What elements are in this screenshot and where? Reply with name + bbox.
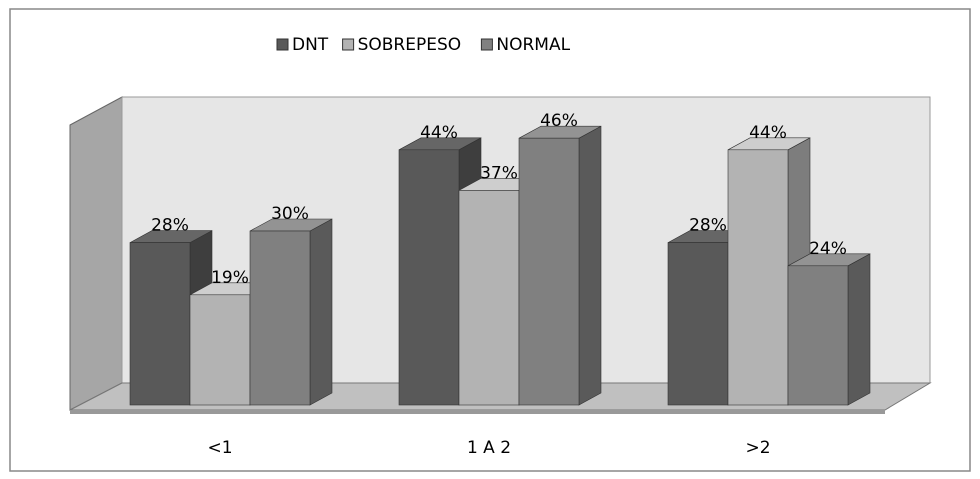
legend-swatch: [342, 38, 355, 51]
bar-side: [309, 218, 333, 406]
data-label: 46%: [540, 111, 578, 131]
data-label: 37%: [480, 163, 518, 183]
legend-label: SOBREPESO: [358, 35, 462, 55]
bar: [727, 149, 789, 406]
bar: [398, 149, 460, 406]
floor-edge: [70, 410, 885, 414]
data-label: 24%: [809, 239, 847, 259]
data-label: 44%: [420, 123, 458, 143]
bar: [249, 230, 311, 406]
bar-side: [847, 253, 871, 406]
x-tick-label: >2: [745, 438, 770, 458]
data-label: 44%: [749, 123, 787, 143]
bar: [189, 294, 251, 406]
data-label: 28%: [151, 216, 189, 236]
bar: [667, 242, 729, 406]
legend-label: DNT: [292, 35, 329, 55]
bar: [458, 190, 520, 406]
legend-swatch: [480, 38, 493, 51]
bar: [518, 137, 580, 406]
x-tick-label: <1: [207, 438, 232, 458]
data-label: 28%: [689, 216, 727, 236]
side-wall: [69, 96, 123, 411]
bar: [129, 242, 191, 406]
data-label: 30%: [271, 204, 309, 224]
legend-swatch: [276, 38, 289, 51]
bar-side: [578, 125, 602, 406]
x-tick-label: 1 A 2: [467, 438, 511, 458]
data-label: 19%: [211, 268, 249, 288]
bar: [787, 265, 849, 406]
legend-label: NORMAL: [496, 35, 570, 55]
